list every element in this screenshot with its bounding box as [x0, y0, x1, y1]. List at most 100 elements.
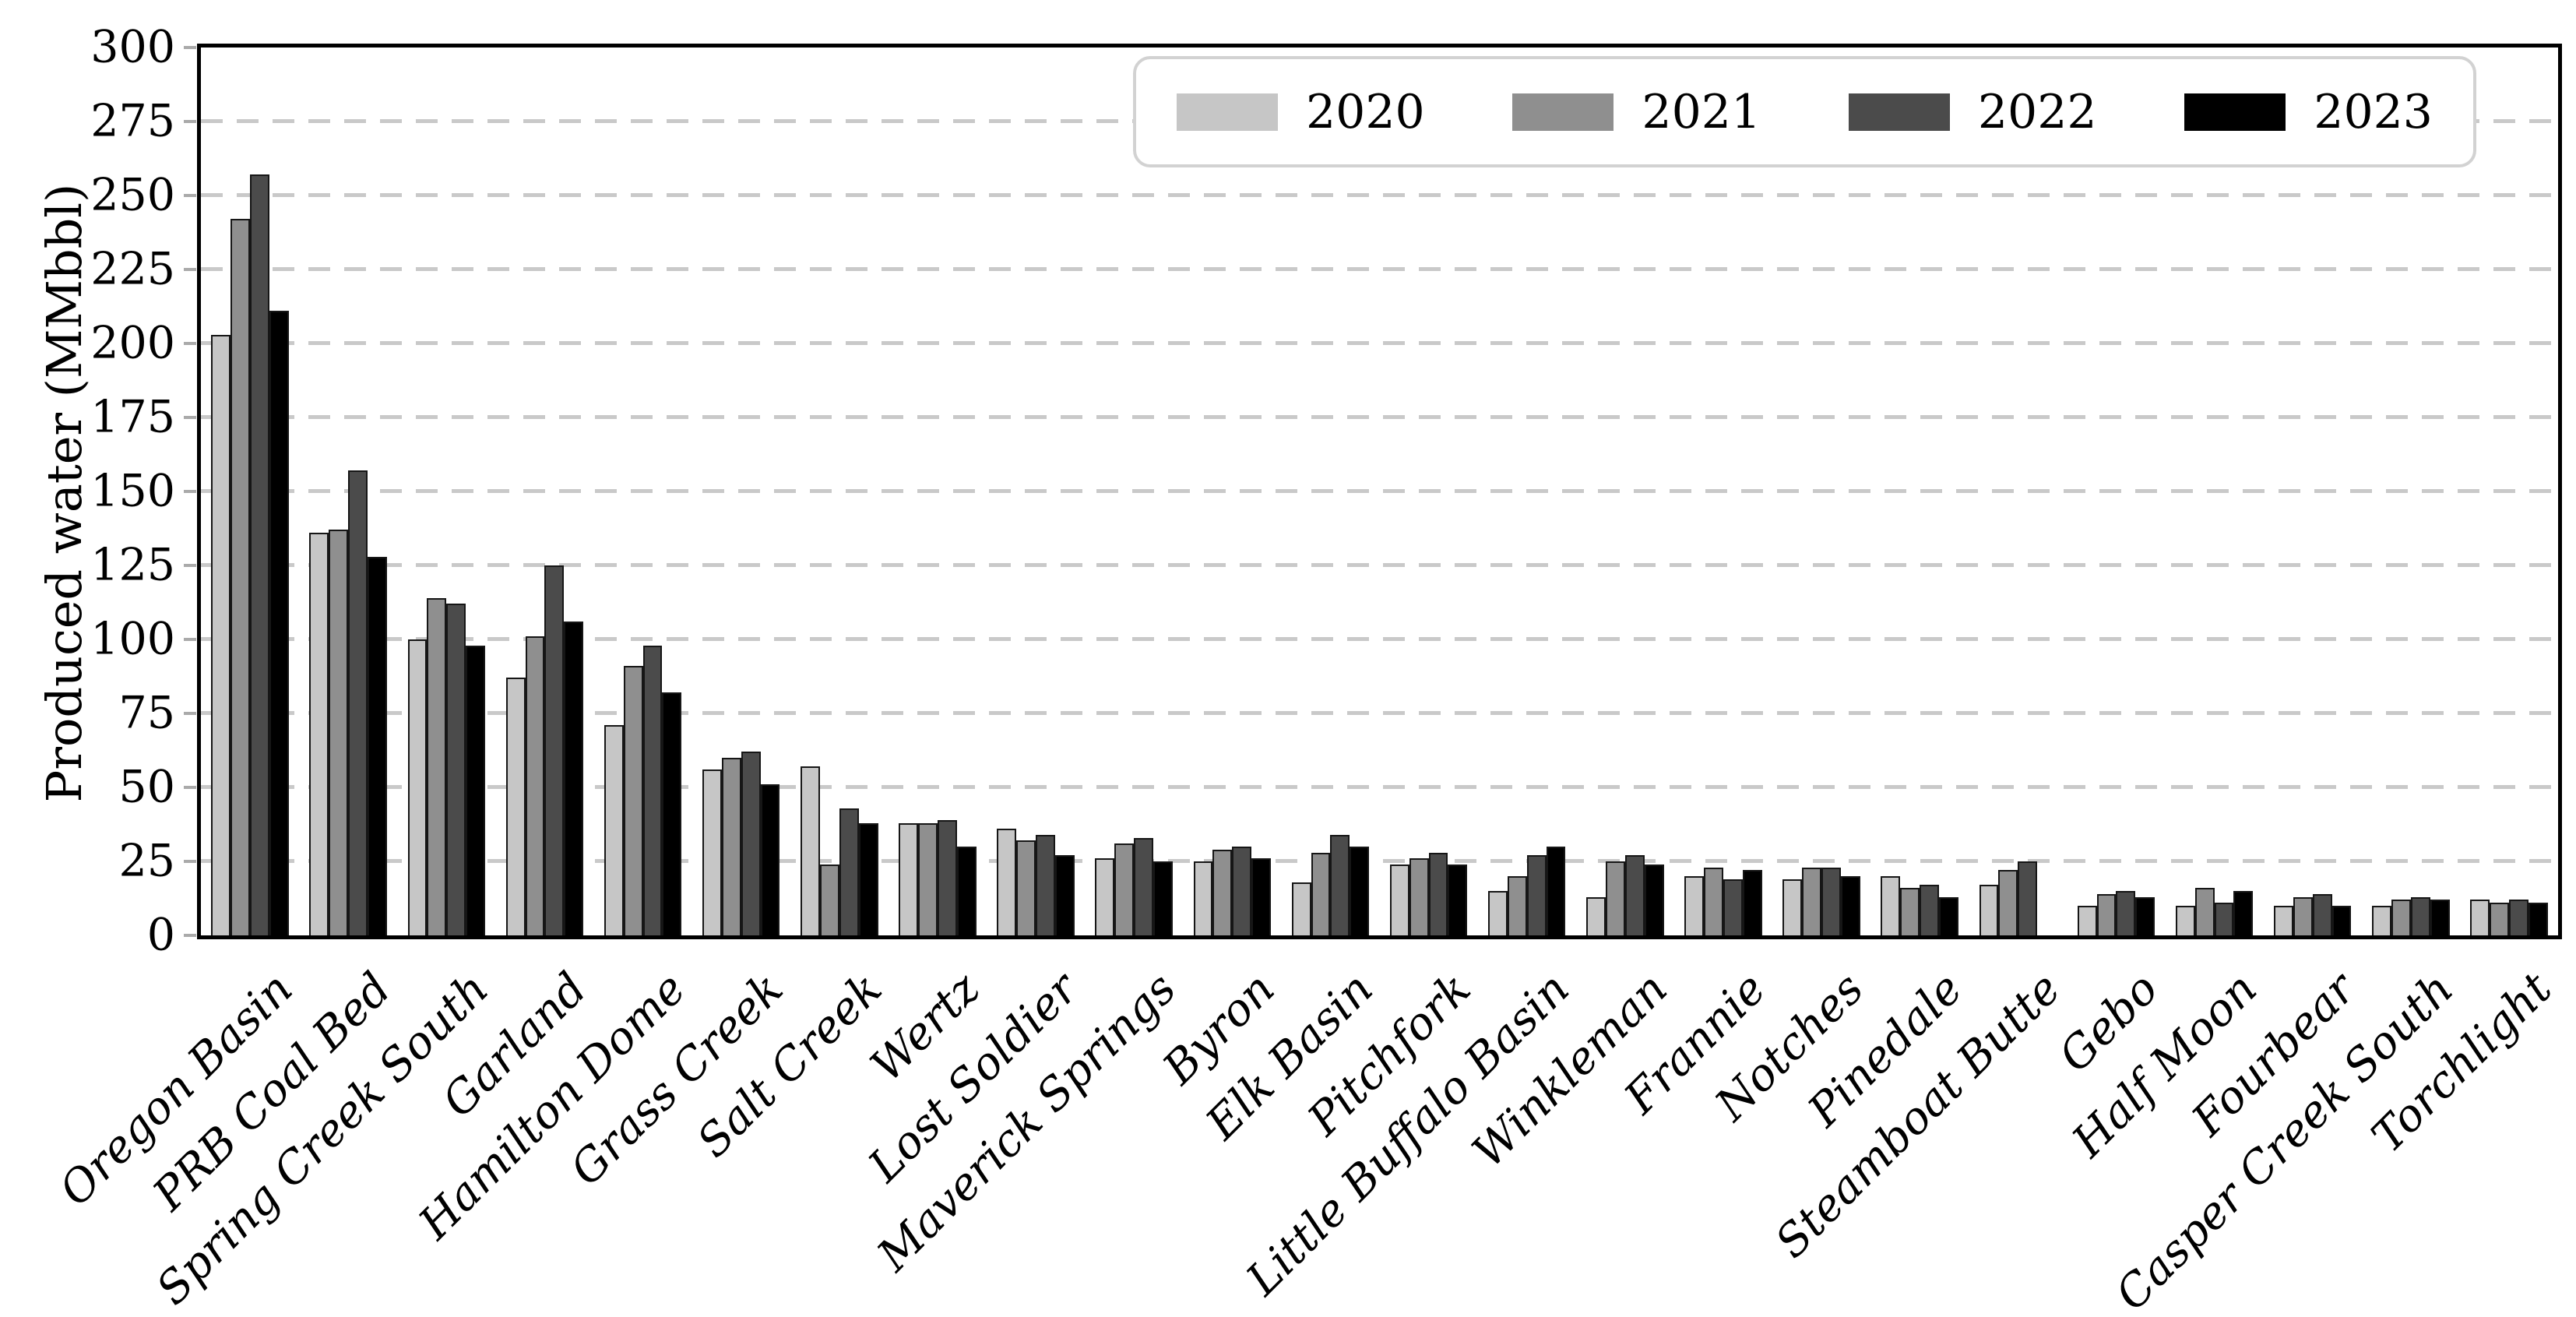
gridline-75	[201, 711, 2558, 715]
bar-2020-byron	[1193, 861, 1213, 935]
bar-2021-torchlight	[2490, 903, 2509, 935]
bar-2023-maverick-springs	[1153, 861, 1173, 935]
bar-2021-garland	[525, 636, 545, 935]
bar-2020-lost-soldier	[997, 829, 1017, 935]
legend-label-2022: 2022	[1977, 84, 2097, 139]
y-tick-label-100: 100	[90, 613, 175, 665]
bar-2022-salt-creek	[839, 808, 859, 935]
bar-2022-notches	[1821, 867, 1841, 935]
bar-2023-wertz	[956, 847, 977, 935]
y-tick-label-200: 200	[90, 317, 175, 369]
bar-2022-torchlight	[2508, 900, 2528, 935]
bar-2020-oregon-basin	[211, 334, 231, 935]
bar-2020-maverick-springs	[1095, 858, 1115, 935]
bar-2022-pitchfork	[1428, 852, 1448, 935]
bar-2023-salt-creek	[858, 822, 878, 935]
bar-2021-little-buffalo-basin	[1507, 876, 1527, 935]
bar-2022-elk-basin	[1330, 834, 1350, 935]
bar-2021-casper-creek-south	[2391, 900, 2411, 935]
bar-2020-winkleman	[1586, 896, 1606, 935]
y-tick-label-0: 0	[146, 909, 175, 961]
bar-2021-lost-soldier	[1016, 840, 1036, 935]
bar-2020-spring-creek-south	[407, 639, 428, 935]
bars-layer	[201, 48, 2558, 935]
bar-2021-steamboat-butte	[1998, 870, 2018, 935]
bar-2021-byron	[1212, 849, 1233, 935]
legend-swatch-2021	[1512, 93, 1614, 131]
bar-2022-maverick-springs	[1134, 837, 1154, 935]
bar-2023-oregon-basin	[269, 311, 289, 935]
bar-2021-prb-coal-bed	[329, 530, 349, 935]
bar-2022-pinedale	[1920, 885, 1940, 935]
bar-2021-gebo	[2096, 893, 2117, 935]
bar-2021-half-moon	[2194, 888, 2215, 935]
bar-2021-elk-basin	[1311, 852, 1331, 935]
gridline-250	[201, 193, 2558, 197]
bar-2021-pinedale	[1900, 888, 1920, 935]
bar-2020-hamilton-dome	[604, 725, 624, 935]
legend-entry-2021: 2021	[1512, 89, 1761, 136]
y-tick-mark-50	[184, 786, 196, 789]
bar-2023-byron	[1251, 858, 1271, 935]
y-tick-mark-200	[184, 342, 196, 345]
gridline-50	[201, 785, 2558, 789]
bar-2022-little-buffalo-basin	[1526, 855, 1547, 935]
bar-2022-fourbear	[2312, 893, 2332, 935]
y-tick-mark-175	[184, 416, 196, 419]
gridline-100	[201, 637, 2558, 641]
bar-2021-oregon-basin	[231, 219, 251, 935]
legend-label-2023: 2023	[2314, 84, 2433, 139]
y-tick-mark-0	[184, 934, 196, 937]
y-tick-mark-125	[184, 564, 196, 567]
gridline-175	[201, 415, 2558, 419]
y-tick-label-75: 75	[118, 687, 175, 739]
bar-2020-fourbear	[2273, 906, 2293, 935]
bar-2020-elk-basin	[1291, 882, 1311, 935]
bar-2023-half-moon	[2233, 891, 2254, 935]
bar-2023-pitchfork	[1448, 864, 1468, 935]
bar-2023-garland	[564, 622, 584, 935]
y-tick-mark-250	[184, 194, 196, 197]
bar-2022-lost-soldier	[1036, 834, 1055, 935]
bar-2023-gebo	[2135, 896, 2155, 935]
y-tick-label-275: 275	[90, 95, 175, 147]
bar-2020-gebo	[2077, 906, 2097, 935]
bar-2022-grass-creek	[741, 752, 761, 935]
bar-2023-notches	[1840, 876, 1860, 935]
bar-2021-pitchfork	[1409, 858, 1429, 935]
bar-2022-wertz	[937, 819, 957, 935]
bar-2023-little-buffalo-basin	[1546, 847, 1566, 935]
bar-2023-pinedale	[1939, 896, 1958, 935]
bar-2023-elk-basin	[1350, 847, 1370, 935]
bar-2023-fourbear	[2331, 906, 2352, 935]
y-tick-label-250: 250	[90, 169, 175, 221]
y-tick-label-175: 175	[90, 391, 175, 443]
bar-2020-frannie	[1684, 876, 1705, 935]
legend-label-2021: 2021	[1642, 84, 1761, 139]
bar-2023-spring-creek-south	[466, 645, 485, 935]
bar-2020-pitchfork	[1389, 864, 1409, 935]
bar-2020-steamboat-butte	[1979, 885, 1999, 935]
y-tick-label-125: 125	[90, 539, 175, 591]
bar-2021-winkleman	[1605, 861, 1625, 935]
y-tick-label-225: 225	[90, 243, 175, 295]
y-tick-mark-275	[184, 120, 196, 123]
bar-2023-winkleman	[1644, 864, 1664, 935]
bar-2022-half-moon	[2214, 903, 2234, 935]
bar-2022-garland	[544, 565, 565, 935]
y-tick-mark-75	[184, 712, 196, 715]
legend-swatch-2023	[2184, 93, 2286, 131]
bar-2022-oregon-basin	[250, 174, 269, 935]
bar-2020-half-moon	[2175, 906, 2195, 935]
legend-swatch-2022	[1848, 93, 1950, 131]
legend-entry-2023: 2023	[2184, 89, 2433, 136]
y-tick-label-50: 50	[118, 761, 175, 813]
legend: 2020 2021 2022 2023	[1133, 56, 2476, 167]
y-tick-label-300: 300	[90, 21, 175, 73]
bar-2021-hamilton-dome	[623, 666, 643, 935]
bar-2022-gebo	[2116, 891, 2136, 935]
bar-2022-prb-coal-bed	[348, 470, 368, 935]
legend-label-2020: 2020	[1306, 84, 1425, 139]
legend-swatch-2020	[1177, 93, 1278, 131]
